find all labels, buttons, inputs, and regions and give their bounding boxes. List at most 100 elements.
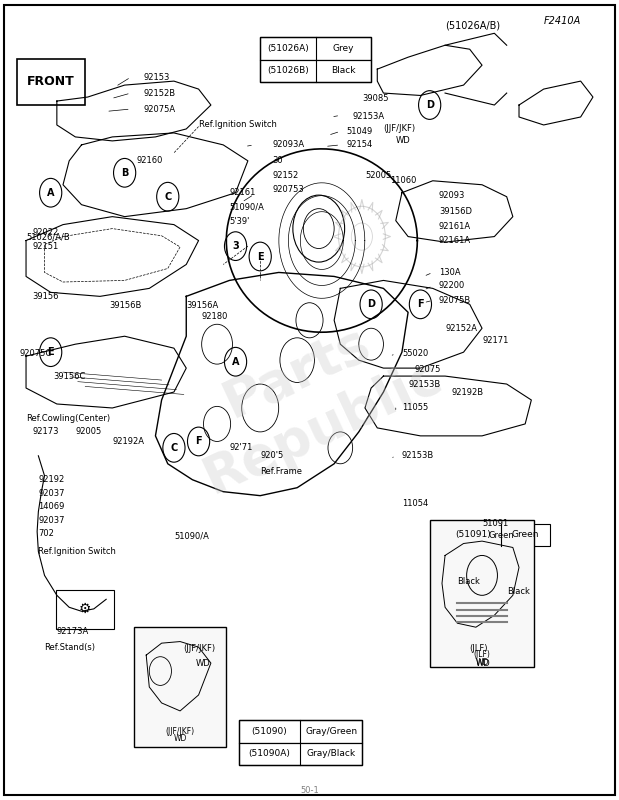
FancyBboxPatch shape [56,590,113,629]
Text: WD: WD [476,658,491,667]
Text: 92093A: 92093A [272,140,305,150]
Text: 92192B: 92192B [451,387,483,397]
Text: Green: Green [511,530,539,539]
Text: 51090/A: 51090/A [230,202,264,211]
Text: 92075C: 92075C [20,350,52,358]
Text: 92152: 92152 [272,170,299,180]
Text: 92161A: 92161A [439,222,471,230]
Text: 92152A: 92152A [445,324,477,333]
Text: WD: WD [196,658,210,667]
Text: 92173A: 92173A [57,626,89,636]
Text: 30: 30 [272,156,283,166]
Text: E: E [257,251,264,262]
Text: (JLF): (JLF) [474,650,490,659]
Text: B: B [121,168,128,178]
Text: 51090/A: 51090/A [174,531,209,540]
Text: (JLF): (JLF) [470,644,488,654]
FancyBboxPatch shape [445,523,550,546]
Text: 50-1: 50-1 [300,786,319,794]
Text: Parts
Republic: Parts Republic [170,295,449,505]
Text: Black: Black [331,66,356,75]
Text: F: F [417,299,424,310]
Text: 92161A: 92161A [439,236,471,245]
FancyBboxPatch shape [260,59,371,82]
Text: Ref.Cowling(Center): Ref.Cowling(Center) [26,414,110,423]
Text: Gray/Black: Gray/Black [306,750,356,758]
Text: D: D [367,299,375,310]
Text: (51090): (51090) [251,727,287,736]
FancyBboxPatch shape [260,38,371,59]
Text: 92'71: 92'71 [230,443,253,452]
Text: (51090A): (51090A) [248,750,290,758]
Text: 92153: 92153 [143,73,170,82]
Text: 11055: 11055 [402,403,428,413]
Text: 39156C: 39156C [54,371,86,381]
Text: E: E [48,347,54,357]
Text: 92153B: 92153B [408,379,440,389]
Text: 92075B: 92075B [439,296,471,305]
Text: 92192: 92192 [38,475,64,484]
FancyBboxPatch shape [239,721,362,743]
Text: 92200: 92200 [439,282,465,290]
Text: 92152B: 92152B [143,89,175,98]
Text: (51026B): (51026B) [267,66,309,75]
Text: 920753: 920753 [272,185,305,194]
Text: C: C [164,192,171,202]
Text: 92075A: 92075A [143,105,175,114]
Text: 51091: 51091 [482,519,508,528]
Text: 92022: 92022 [32,228,58,237]
Text: 92160: 92160 [137,156,163,166]
Text: Grey: Grey [332,44,354,53]
Text: 51049: 51049 [347,127,373,136]
Text: Black: Black [507,587,530,596]
Text: WD: WD [396,137,410,146]
Text: 92151: 92151 [32,242,58,250]
Text: A: A [232,357,240,366]
Text: 92037: 92037 [38,516,65,525]
Text: 3: 3 [232,241,239,251]
Text: (51091): (51091) [455,530,491,539]
Text: 92154: 92154 [347,140,373,150]
FancyBboxPatch shape [430,519,534,667]
Text: 14069: 14069 [38,502,65,511]
Text: Gray/Green: Gray/Green [305,727,357,736]
Text: 92075: 92075 [414,366,441,374]
Text: C: C [170,443,178,453]
Text: 92192A: 92192A [112,437,144,446]
Text: 39085: 39085 [362,94,388,103]
Text: 92180: 92180 [202,312,228,321]
Text: (51026A/B): (51026A/B) [445,20,500,30]
Text: F: F [195,437,202,446]
Text: Black: Black [457,578,480,586]
Text: 11054: 11054 [402,499,428,508]
Text: Green: Green [488,531,514,540]
Text: 5'39': 5'39' [230,217,249,226]
Text: 39156B: 39156B [109,302,142,310]
Text: (51026A): (51026A) [267,44,309,53]
Text: 92153B: 92153B [402,451,434,460]
Text: 55020: 55020 [402,350,428,358]
FancyBboxPatch shape [17,58,85,105]
Text: 92037: 92037 [38,489,65,498]
FancyBboxPatch shape [134,627,227,746]
Text: Ref.Ignition Switch: Ref.Ignition Switch [199,121,277,130]
Text: FRONT: FRONT [27,75,74,89]
Text: 92153A: 92153A [353,113,385,122]
Text: 52005: 52005 [365,170,391,180]
Text: Ref.Ignition Switch: Ref.Ignition Switch [38,547,116,556]
Text: 39156: 39156 [32,292,59,301]
Text: (JJF/JKF): (JJF/JKF) [165,727,194,737]
Text: 702: 702 [38,530,54,538]
Text: 11060: 11060 [389,176,416,186]
Text: F2410A: F2410A [543,16,581,26]
Text: 92093: 92093 [439,191,465,201]
Text: 920'5: 920'5 [260,451,284,460]
Text: 39156D: 39156D [439,206,472,215]
Text: 39156A: 39156A [186,302,219,310]
Text: WD: WD [475,658,489,667]
Text: A: A [47,188,54,198]
Text: 130A: 130A [439,268,461,277]
Text: 92171: 92171 [482,336,508,345]
Text: D: D [426,100,434,110]
FancyBboxPatch shape [239,743,362,765]
